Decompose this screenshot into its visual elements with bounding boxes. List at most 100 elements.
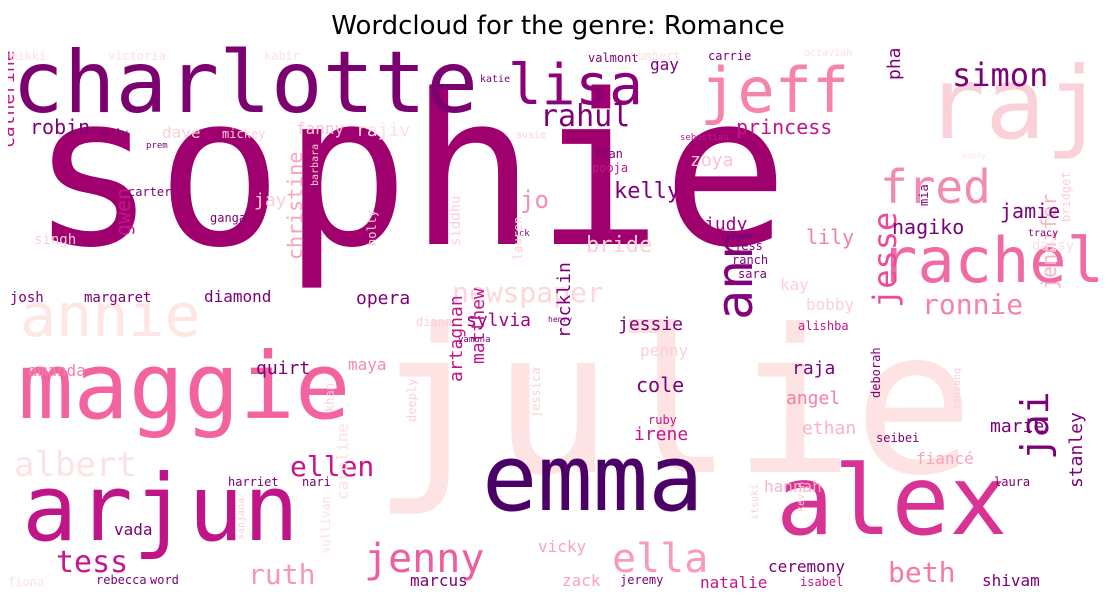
cloud-word-emma: emma — [482, 425, 704, 532]
cloud-word-khan: khan — [323, 383, 337, 412]
cloud-word-vicky: vicky — [538, 537, 587, 556]
cloud-word-kelly: kelly — [614, 179, 680, 204]
cloud-word-judy: judy — [704, 214, 748, 235]
cloud-word-fanny: fanny — [296, 119, 345, 138]
cloud-word-victoria: victoria — [108, 49, 166, 63]
cloud-word-harriet: harriet — [228, 475, 279, 489]
cloud-word-lily: lily — [806, 225, 854, 249]
cloud-word-fianc: fiancé — [916, 449, 974, 468]
word-cloud: sophie julie charlotte raj maggie arjun emma al… — [8, 46, 1108, 598]
cloud-word-maya: maya — [348, 355, 387, 374]
cloud-word-susie: susie — [516, 130, 546, 141]
cloud-word-pooja: pooja — [592, 161, 628, 175]
cloud-word-alex: alex — [776, 445, 1007, 557]
cloud-word-humbert: humbert — [630, 49, 681, 63]
cloud-word-jai: jai — [1013, 391, 1057, 460]
cloud-word-rahul: rahul — [540, 99, 630, 134]
cloud-word-diana: diana — [416, 315, 452, 329]
cloud-word-bobby: bobby — [806, 295, 855, 314]
cloud-word-charlotte: charlotte — [12, 46, 478, 133]
cloud-word-simon: simon — [952, 56, 1048, 94]
cloud-word-raj: raj — [925, 46, 1106, 162]
cloud-word-mickey: mickey — [222, 127, 265, 141]
cloud-word-rebecca: rebecca — [96, 573, 147, 587]
cloud-word-hannah: hannah — [764, 477, 822, 496]
cloud-word-ruth: ruth — [248, 558, 315, 591]
cloud-word-seibei: seibei — [876, 431, 919, 445]
cloud-word-carter: carter — [128, 185, 171, 199]
cloud-word-kay: kay — [780, 275, 809, 294]
cloud-word-daisy: daisy — [1032, 238, 1074, 254]
cloud-word-nari: nari — [302, 475, 331, 489]
cloud-word-alishba: alishba — [798, 319, 849, 333]
cloud-word-isabel: isabel — [800, 575, 843, 589]
cloud-word-nagiko: nagiko — [892, 215, 964, 239]
cloud-word-fiona: fiona — [8, 575, 44, 589]
cloud-word-jo: jo — [520, 186, 549, 214]
cloud-word-word: word — [150, 573, 179, 587]
cloud-word-jess: jess — [734, 239, 763, 253]
cloud-word-tess: tess — [56, 545, 128, 580]
cloud-word-valmont: valmont — [588, 51, 639, 65]
cloud-word-gay: gay — [650, 55, 679, 74]
cloud-word-deborah: deborah — [869, 347, 883, 398]
cloud-word-shivam: shivam — [982, 571, 1040, 590]
cloud-word-ellen: ellen — [290, 450, 374, 483]
cloud-word-vada: vada — [114, 520, 153, 539]
cloud-word-amanda: amanda — [28, 361, 86, 380]
cloud-word-fran: fran — [594, 147, 623, 161]
cloud-word-octavian: octavian — [804, 48, 852, 59]
cloud-word-jenny: jenny — [364, 536, 484, 582]
cloud-word-albert: albert — [14, 445, 137, 485]
cloud-word-sanjana: sanjana — [236, 498, 247, 540]
cloud-word-cole: cole — [636, 373, 684, 397]
cloud-word-sebastian: sebastian — [680, 133, 729, 143]
cloud-word-christine: christine — [283, 152, 307, 260]
cloud-word-ranch: ranch — [732, 253, 768, 267]
cloud-word-marcus: marcus — [410, 571, 468, 590]
cloud-word-maggie: maggie — [18, 333, 350, 440]
cloud-word-bridget: bridget — [1059, 171, 1073, 222]
cloud-word-jessie: jessie — [618, 314, 683, 335]
cloud-word-holly: holly — [365, 210, 379, 246]
cloud-word-natalie: natalie — [700, 573, 767, 592]
cloud-word-stanley: stanley — [1066, 412, 1087, 488]
cloud-word-jeff: jeff — [700, 54, 849, 127]
cloud-word-sunny: sunny — [962, 151, 986, 160]
cloud-word-kabir: kabir — [264, 49, 300, 63]
cloud-word-phantom: phantom — [884, 46, 905, 80]
cloud-word-caroline: caroline — [333, 423, 352, 500]
cloud-word-jeremy: jeremy — [620, 573, 663, 587]
cloud-word-marie: marie — [990, 416, 1044, 437]
cloud-word-zenzang: zenzang — [952, 368, 963, 410]
cloud-word-sullivan: sullivan — [319, 496, 333, 554]
cloud-word-rajiv: rajiv — [356, 120, 410, 141]
cloud-word-itsuki: itsuki — [750, 484, 761, 520]
cloud-word-siddhu: siddhu — [448, 195, 464, 246]
cloud-word-ella: ella — [612, 536, 708, 582]
cloud-word-barbara: barbara — [310, 144, 321, 186]
cloud-word-newspaper: newspaper — [452, 276, 604, 309]
cloud-word-sylvia: sylvia — [466, 310, 531, 331]
cloud-word-arjun: arjun — [22, 455, 299, 562]
cloud-word-sophie: sophie — [30, 49, 789, 294]
cloud-word-zoya: zoya — [690, 150, 733, 171]
cloud-word-jay: jay — [254, 190, 287, 211]
cloud-word-laura: laura — [994, 475, 1030, 489]
cloud-word-angel: angel — [786, 388, 840, 409]
cloud-word-ruby: ruby — [648, 413, 677, 427]
cloud-word-katie: katie — [480, 74, 510, 85]
cloud-word-josh: josh — [10, 290, 44, 306]
cloud-word-deeply: deeply — [405, 379, 419, 422]
cloud-word-prem: prem — [146, 141, 168, 151]
chart-title: Wordcloud for the genre: Romance — [331, 11, 785, 41]
cloud-word-annie: annie — [20, 281, 201, 351]
cloud-word-margaret: margaret — [84, 290, 151, 306]
cloud-word-ganga: ganga — [210, 211, 246, 225]
cloud-word-carrie: carrie — [708, 49, 751, 63]
cloud-word-raja: raja — [792, 358, 835, 379]
cloud-word-fred: fred — [880, 160, 991, 214]
cloud-word-jennifer: jennifer — [1037, 194, 1061, 290]
cloud-word-robin: robin — [30, 115, 90, 139]
cloud-word-rachel: rachel — [880, 224, 1104, 297]
